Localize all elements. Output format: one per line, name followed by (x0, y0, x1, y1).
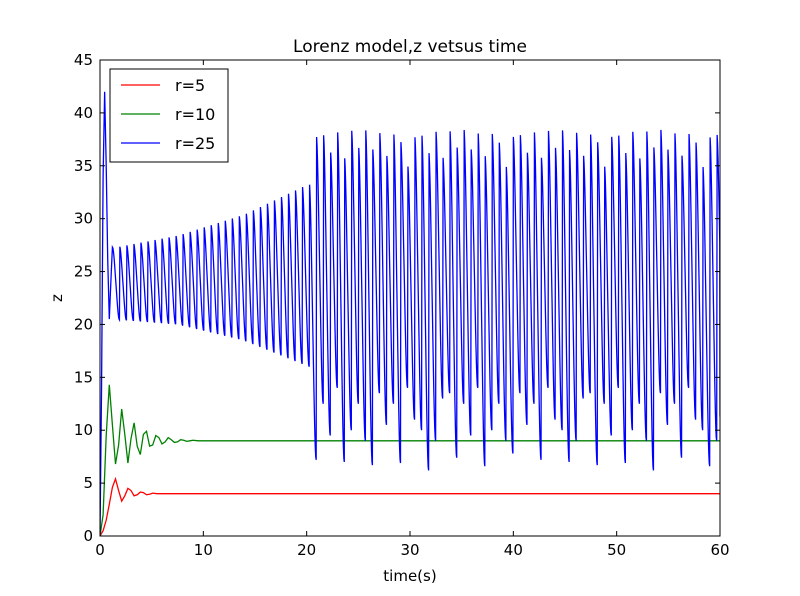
x-tick-label: 60 (710, 541, 729, 559)
x-axis-label: time(s) (383, 567, 436, 585)
y-tick-label: 30 (74, 210, 93, 228)
series-line-r5 (100, 476, 720, 536)
y-tick-label: 45 (74, 51, 93, 69)
y-tick-label: 40 (74, 104, 93, 122)
x-tick-label: 30 (400, 541, 419, 559)
y-tick-label: 25 (74, 263, 93, 281)
y-tick-label: 15 (74, 368, 93, 386)
y-tick-label: 10 (74, 421, 93, 439)
x-tick-label: 40 (504, 541, 523, 559)
legend-label: r=25 (175, 134, 215, 153)
x-tick-label: 0 (95, 541, 105, 559)
y-tick-label: 35 (74, 157, 93, 175)
x-tick-label: 10 (194, 541, 213, 559)
chart-title: Lorenz model,z vetsus time (293, 37, 527, 57)
y-tick-label: 0 (83, 527, 93, 545)
legend: r=5 r=10 r=25 (109, 68, 229, 163)
y-tick-label: 5 (83, 474, 93, 492)
plot-frame (99, 59, 721, 537)
legend-label: r=10 (175, 105, 215, 124)
x-tick-label: 50 (607, 541, 626, 559)
y-axis-label: z (48, 294, 66, 302)
series-line-r10 (100, 384, 720, 536)
axis-tick-labels: 0 10 20 30 40 50 60 0 5 10 15 20 25 30 35 40 45 (74, 51, 730, 559)
legend-items: r=5 r=10 r=25 (121, 76, 215, 153)
series-lines (100, 91, 720, 536)
legend-label: r=5 (175, 76, 205, 95)
x-tick-label: 20 (297, 541, 316, 559)
series-line-r25 (100, 91, 720, 536)
y-tick-label: 20 (74, 315, 93, 333)
